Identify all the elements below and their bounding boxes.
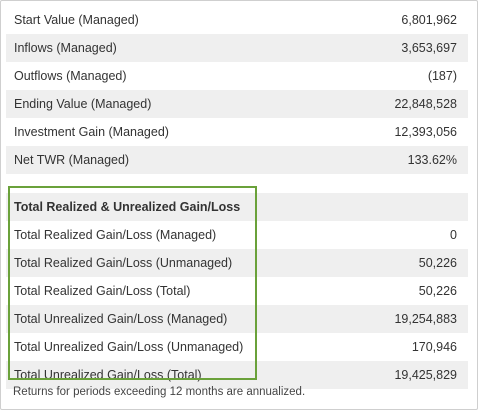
rows-container: Start Value (Managed) 6,801,962 Inflows … [6,6,468,389]
summary-row: Inflows (Managed) 3,653,697 [6,34,468,62]
row-value: 19,254,883 [394,312,457,326]
gain-loss-row: Total Realized Gain/Loss (Total) 50,226 [6,277,468,305]
row-value: 3,653,697 [401,41,457,55]
row-label: Total Realized Gain/Loss (Total) [14,284,191,298]
gain-loss-row: Total Unrealized Gain/Loss (Total) 19,42… [6,361,468,389]
row-value: 22,848,528 [394,97,457,111]
row-label: Total Realized Gain/Loss (Managed) [14,228,217,242]
row-value: 19,425,829 [394,368,457,382]
row-label: Start Value (Managed) [14,13,139,27]
section-title: Total Realized & Unrealized Gain/Loss [14,200,241,214]
row-label: Net TWR (Managed) [14,153,130,167]
summary-row: Investment Gain (Managed) 12,393,056 [6,118,468,146]
gain-loss-row: Total Realized Gain/Loss (Unmanaged) 50,… [6,249,468,277]
gain-loss-row: Total Unrealized Gain/Loss (Unmanaged) 1… [6,333,468,361]
gain-loss-panel: Start Value (Managed) 6,801,962 Inflows … [0,0,478,410]
summary-row: Start Value (Managed) 6,801,962 [6,6,468,34]
row-label: Investment Gain (Managed) [14,125,169,139]
section-spacer [6,174,468,193]
row-value: 133.62% [407,153,457,167]
row-value: 170,946 [411,340,457,354]
row-label: Inflows (Managed) [14,41,117,55]
gain-loss-row: Total Unrealized Gain/Loss (Managed) 19,… [6,305,468,333]
section-header-row: Total Realized & Unrealized Gain/Loss [6,193,468,221]
row-value: 50,226 [418,256,457,270]
summary-row: Outflows (Managed) (187) [6,62,468,90]
gain-loss-row: Total Realized Gain/Loss (Managed) 0 [6,221,468,249]
row-value: (187) [427,69,457,83]
row-value: 6,801,962 [401,13,457,27]
row-label: Total Realized Gain/Loss (Unmanaged) [14,256,233,270]
row-label: Total Unrealized Gain/Loss (Managed) [14,312,228,326]
row-label: Total Unrealized Gain/Loss (Total) [14,368,202,382]
annualized-footnote: Returns for periods exceeding 12 months … [13,386,306,398]
row-label: Outflows (Managed) [14,69,127,83]
row-value: 12,393,056 [394,125,457,139]
row-value: 0 [450,228,457,242]
row-label: Total Unrealized Gain/Loss (Unmanaged) [14,340,244,354]
row-label: Ending Value (Managed) [14,97,152,111]
row-value: 50,226 [418,284,457,298]
summary-row: Net TWR (Managed) 133.62% [6,146,468,174]
summary-row: Ending Value (Managed) 22,848,528 [6,90,468,118]
